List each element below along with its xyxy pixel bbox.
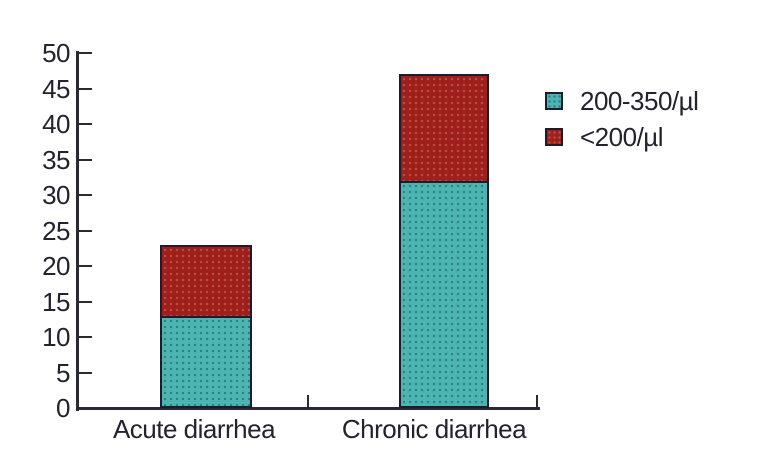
- y-tick: [79, 194, 92, 196]
- y-tick-label: 30: [42, 180, 70, 210]
- x-axis-line: [76, 407, 540, 410]
- legend: 200-350/µl <200/µl: [545, 83, 699, 155]
- y-tick: [79, 159, 92, 161]
- y-tick-label: 10: [42, 322, 70, 352]
- y-tick-label: 15: [42, 287, 70, 317]
- y-tick: [79, 372, 92, 374]
- x-tick: [536, 395, 538, 408]
- bar-segment-chronic-diarrhea-series-0: [399, 181, 489, 408]
- y-tick: [79, 52, 92, 54]
- y-tick-label: 20: [42, 251, 70, 281]
- y-tick: [79, 336, 92, 338]
- y-tick: [79, 88, 92, 90]
- bar-acute-diarrhea: [160, 245, 252, 408]
- bar-segment-chronic-diarrhea-series-1: [399, 74, 489, 181]
- bar-segment-acute-diarrhea-series-0: [160, 316, 252, 408]
- y-tick: [79, 230, 92, 232]
- y-axis-line: [76, 51, 79, 411]
- y-tick-label: 5: [56, 358, 70, 388]
- legend-item-under-200: <200/µl: [545, 119, 698, 155]
- legend-label-200-350: 200-350/µl: [580, 86, 699, 116]
- y-tick-label: 0: [56, 393, 70, 423]
- y-tick-label: 50: [42, 38, 70, 68]
- legend-swatch-teal: [545, 92, 563, 110]
- y-tick: [79, 265, 92, 267]
- y-tick-label: 40: [42, 109, 70, 139]
- y-tick: [79, 301, 92, 303]
- legend-item-200-350: 200-350/µl: [545, 83, 699, 119]
- x-axis-label-acute-diarrhea: Acute diarrhea: [112, 414, 276, 444]
- y-tick-label: 35: [42, 145, 70, 175]
- y-tick: [79, 123, 92, 125]
- y-tick-label: 45: [42, 74, 70, 104]
- x-tick: [307, 395, 309, 408]
- bar-chronic-diarrhea: [399, 74, 489, 408]
- y-tick-label: 25: [42, 216, 70, 246]
- bar-segment-acute-diarrhea-series-1: [160, 245, 252, 316]
- legend-swatch-red: [545, 128, 563, 146]
- x-axis-label-chronic-diarrhea: Chronic diarrhea: [341, 414, 527, 444]
- legend-label-under-200: <200/µl: [580, 122, 664, 152]
